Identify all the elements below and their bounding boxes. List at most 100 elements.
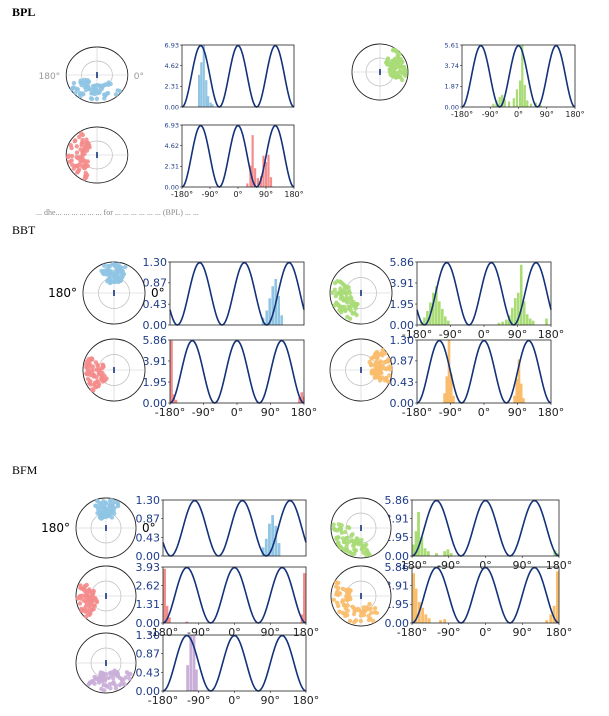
y-tick-label: 0.00 — [165, 183, 179, 191]
polar-point — [103, 683, 108, 688]
density-curve — [162, 566, 307, 624]
y-tick-label: 0.00 — [390, 397, 415, 410]
density-curve — [181, 124, 295, 188]
polar-plot-10 — [75, 565, 137, 627]
polar-point — [84, 84, 89, 89]
polar-point — [99, 268, 104, 274]
polar-point — [349, 533, 354, 538]
y-tick-label: 2.31 — [165, 83, 179, 91]
histogram-panel-4: 1.30 0.87 0.43 0.00 — [143, 256, 305, 332]
polar-plot-4 — [82, 261, 146, 325]
polar-point — [79, 141, 85, 146]
histogram-bar — [528, 318, 532, 325]
x-tick-label: 180° — [291, 406, 318, 419]
histogram-bar — [449, 373, 453, 403]
polar-point — [331, 522, 336, 527]
x-tick-label: 0° — [479, 626, 492, 639]
histogram-bar — [452, 395, 455, 403]
histogram-bar — [269, 177, 273, 187]
polar-point — [330, 290, 335, 295]
polar-point — [113, 272, 118, 278]
polar-point — [345, 314, 350, 320]
polar-point — [344, 536, 349, 541]
plot-frame — [411, 566, 560, 624]
y-tick-label: 5.86 — [143, 334, 168, 347]
histogram-bar — [447, 340, 451, 403]
polar-point — [398, 56, 403, 62]
plot-frame — [162, 634, 307, 692]
polar-point — [372, 610, 377, 615]
histogram-bar — [271, 286, 275, 325]
section-title-bfm: BFM — [12, 463, 38, 477]
polar-point — [83, 604, 89, 609]
histogram-bar — [507, 101, 511, 107]
y-tick-label: 0.87 — [390, 355, 415, 368]
density-curve — [181, 44, 295, 108]
polar-label-left: 180° — [39, 72, 61, 82]
polar-point — [101, 499, 106, 504]
polar-point — [109, 503, 114, 508]
density-curve — [162, 634, 307, 692]
polar-point — [78, 147, 83, 152]
plot-frame — [416, 339, 552, 404]
polar-point — [113, 92, 119, 97]
polar-point — [374, 375, 380, 380]
x-tick-label: -180° — [148, 626, 178, 639]
x-tick-label: -90° — [482, 110, 499, 119]
x-tick-label: 90° — [513, 626, 533, 639]
polar-point — [339, 310, 344, 315]
histogram-bar — [170, 340, 173, 403]
polar-point — [85, 592, 90, 598]
y-tick-label: 0.43 — [136, 666, 161, 679]
polar-point — [70, 162, 75, 167]
x-tick-label: 180° — [538, 328, 565, 341]
polar-point — [112, 279, 117, 285]
x-tick-label: 0° — [479, 559, 492, 572]
polar-point — [337, 279, 342, 284]
polar-point — [387, 364, 393, 369]
histogram-bar — [525, 314, 529, 325]
y-tick-label: 1.30 — [390, 334, 415, 347]
polar-point — [345, 300, 350, 305]
histogram-bar — [439, 620, 443, 623]
polar-point — [95, 363, 101, 369]
polar-point — [363, 609, 368, 614]
polar-point — [392, 74, 398, 80]
polar-point — [385, 57, 391, 62]
polar-point — [113, 686, 119, 691]
polar-point — [88, 603, 94, 608]
histogram-bar — [267, 154, 270, 187]
polar-point — [69, 153, 75, 159]
polar-point — [79, 131, 84, 136]
x-tick-label: 0° — [233, 190, 242, 199]
histogram-bar — [555, 571, 559, 623]
y-tick-label: 4.62 — [165, 62, 179, 70]
polar-point — [352, 310, 357, 316]
histogram-panel-11: 5.863.911.950.00-180° -90° 0° 90° 180° — [385, 561, 573, 639]
polar-point — [92, 89, 97, 94]
polar-point — [369, 610, 374, 616]
polar-point — [349, 299, 354, 305]
polar-point — [346, 596, 351, 601]
polar-point — [94, 375, 99, 380]
polar-point — [102, 96, 107, 101]
polar-point — [357, 540, 363, 545]
histogram-bar — [211, 104, 214, 107]
polar-plot-6 — [82, 338, 146, 402]
x-tick-label: 180° — [546, 626, 573, 639]
histogram-bar — [268, 523, 271, 556]
y-tick-label: 6.93 — [165, 121, 179, 129]
histogram-bar — [446, 320, 450, 325]
x-tick-label: -90° — [439, 328, 462, 341]
histogram-bar — [521, 45, 524, 107]
polar-label-left: 180° — [41, 521, 70, 535]
polar-point — [77, 134, 82, 140]
polar-point — [121, 272, 127, 277]
histogram-bar — [526, 100, 529, 107]
polar-point — [85, 159, 91, 164]
histogram-bar — [529, 103, 533, 107]
polar-point — [345, 603, 350, 608]
polar-point — [347, 539, 352, 544]
y-tick-label: 5.61 — [445, 41, 459, 49]
